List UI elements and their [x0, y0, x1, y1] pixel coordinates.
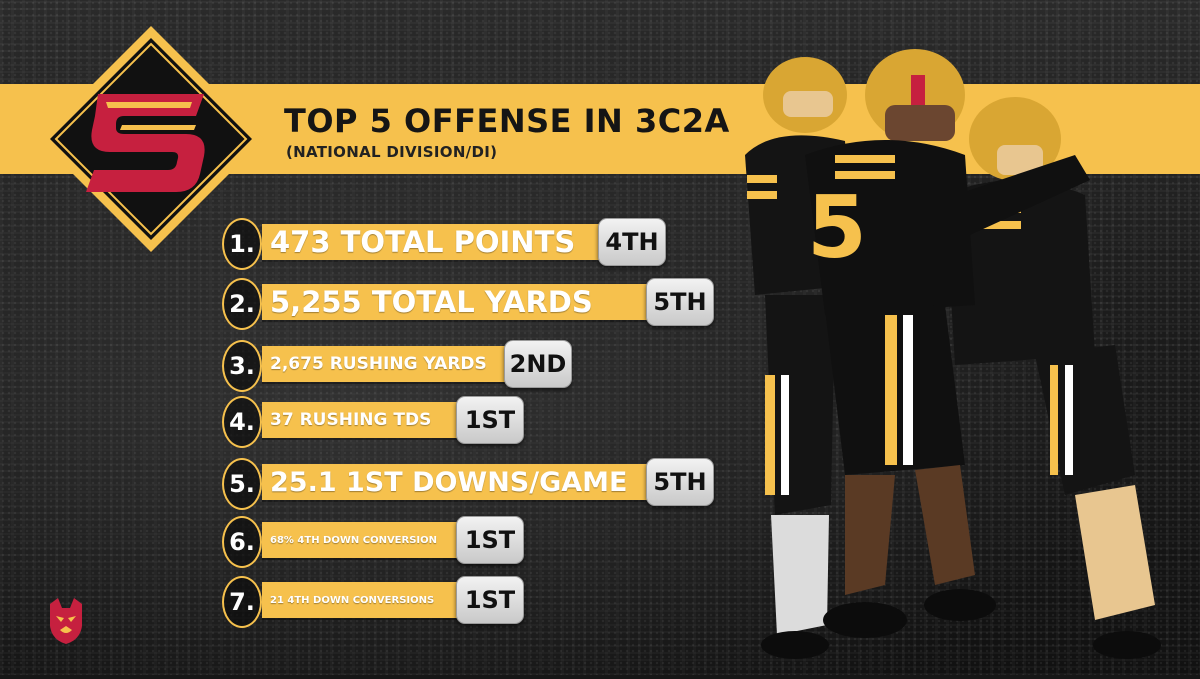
stat-bar: 2,675 RUSHING YARDS: [262, 346, 506, 382]
stat-row-4: 4. 37 RUSHING TDS 1ST: [0, 394, 760, 448]
stat-label: 68% 4TH DOWN CONVERSION: [270, 534, 438, 546]
stat-bar: 37 RUSHING TDS: [262, 402, 458, 438]
graphic-title: TOP 5 OFFENSE IN 3C2A: [284, 102, 730, 140]
stat-row-7: 7. 21 4TH DOWN CONVERSIONS 1ST: [0, 574, 760, 628]
stat-bar: 25.1 1ST DOWNS/GAME: [262, 464, 648, 500]
rank-badge: 4TH: [598, 218, 666, 266]
stat-bar: 473 TOTAL POINTS: [262, 224, 600, 260]
stat-label: 2,675 RUSHING YARDS: [270, 354, 487, 374]
stat-number: 3.: [222, 340, 262, 392]
rank-badge: 1ST: [456, 516, 524, 564]
stat-label: 25.1 1ST DOWNS/GAME: [270, 466, 628, 498]
bobcat-mascot-icon: [46, 596, 86, 646]
rank-badge: 2ND: [504, 340, 572, 388]
stat-number: 7.: [222, 576, 262, 628]
stat-bar: 21 4TH DOWN CONVERSIONS: [262, 582, 458, 618]
stat-label: 473 TOTAL POINTS: [270, 225, 576, 259]
rank-badge: 5TH: [646, 458, 714, 506]
stat-number: 5.: [222, 458, 262, 510]
graphic-subtitle: (NATIONAL DIVISION/DI): [286, 143, 498, 161]
stat-row-3: 3. 2,675 RUSHING YARDS 2ND: [0, 338, 760, 392]
s-diamond-logo-icon: [36, 24, 266, 254]
stat-label: 37 RUSHING TDS: [270, 410, 432, 430]
stat-row-2: 2. 5,255 TOTAL YARDS 5TH: [0, 276, 760, 330]
stat-label: 21 4TH DOWN CONVERSIONS: [270, 594, 435, 606]
stat-number: 4.: [222, 396, 262, 448]
stat-row-5: 5. 25.1 1ST DOWNS/GAME 5TH: [0, 456, 760, 510]
rank-badge: 1ST: [456, 396, 524, 444]
rank-badge: 5TH: [646, 278, 714, 326]
stat-bar: 5,255 TOTAL YARDS: [262, 284, 648, 320]
stat-number: 2.: [222, 278, 262, 330]
stat-bar: 68% 4TH DOWN CONVERSION: [262, 522, 458, 558]
stat-row-6: 6. 68% 4TH DOWN CONVERSION 1ST: [0, 514, 760, 568]
football-players-photo: 5: [735, 45, 1200, 675]
stat-row-1: 1. 473 TOTAL POINTS 4TH: [0, 216, 760, 270]
stat-label: 5,255 TOTAL YARDS: [270, 285, 593, 319]
stat-number: 1.: [222, 218, 262, 270]
stat-number: 6.: [222, 516, 262, 568]
rank-badge: 1ST: [456, 576, 524, 624]
svg-text:5: 5: [807, 178, 867, 278]
